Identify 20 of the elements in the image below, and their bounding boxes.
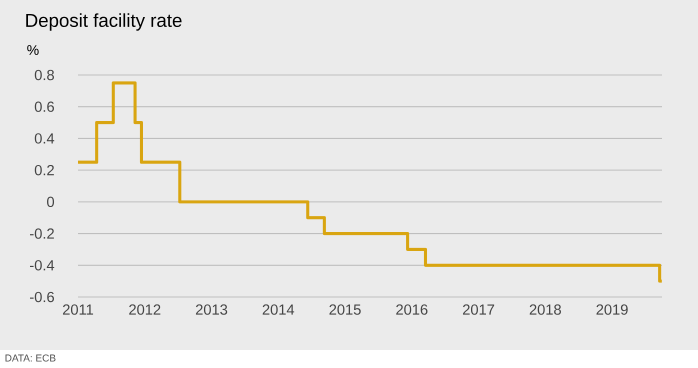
y-tick-label: -0.4 xyxy=(30,260,54,270)
y-tick-label: -0.2 xyxy=(30,228,54,239)
y-tick-label: 0 xyxy=(47,196,54,208)
y-tick-label: 0.4 xyxy=(34,133,54,144)
x-tick-label: 2014 xyxy=(262,304,294,315)
text: DATA: ECB xyxy=(6,354,56,362)
y-tick-label: 0.8 xyxy=(34,70,54,80)
x-tick-label: 2015 xyxy=(329,304,361,315)
y-axis-title: % xyxy=(27,45,39,55)
x-tick-label: 2011 xyxy=(62,304,94,315)
y-tick-label: -0.6 xyxy=(30,292,54,302)
x-tick-label: 2013 xyxy=(196,304,228,315)
x-tick-label: 2012 xyxy=(129,304,160,315)
x-tick-label: 2017 xyxy=(462,304,494,315)
x-tick-label: 2019 xyxy=(596,304,628,315)
y-tick-label: 0.6 xyxy=(34,102,54,112)
y-tick-label: 0.2 xyxy=(34,164,54,176)
x-tick-label: 2016 xyxy=(396,304,428,315)
x-tick-label: 2018 xyxy=(530,304,561,315)
chart-title: Deposit facility rate xyxy=(26,13,182,31)
